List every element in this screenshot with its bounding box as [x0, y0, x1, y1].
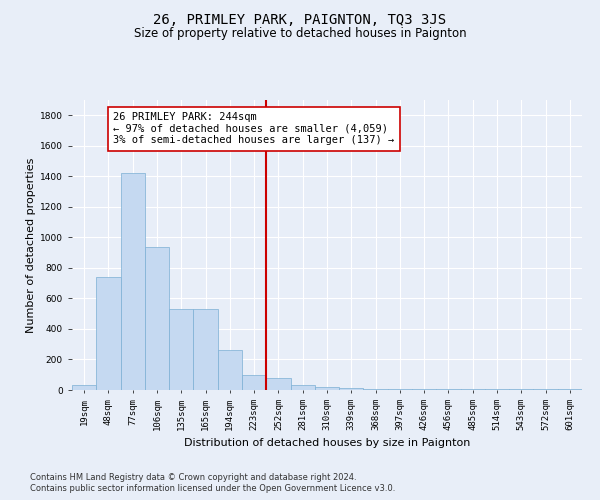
Text: 26 PRIMLEY PARK: 244sqm
← 97% of detached houses are smaller (4,059)
3% of semi-: 26 PRIMLEY PARK: 244sqm ← 97% of detache…	[113, 112, 395, 146]
Bar	[509, 389, 533, 390]
Bar	[242, 374, 266, 390]
Bar	[193, 309, 218, 390]
Bar	[72, 386, 96, 390]
Bar	[290, 384, 315, 390]
Bar	[145, 246, 169, 390]
Text: 26, PRIMLEY PARK, PAIGNTON, TQ3 3JS: 26, PRIMLEY PARK, PAIGNTON, TQ3 3JS	[154, 12, 446, 26]
Text: Distribution of detached houses by size in Paignton: Distribution of detached houses by size …	[184, 438, 470, 448]
Bar	[485, 389, 509, 390]
Bar	[558, 389, 582, 390]
Bar	[218, 350, 242, 390]
Bar	[96, 277, 121, 390]
Bar	[266, 378, 290, 390]
Bar	[315, 387, 339, 390]
Bar	[436, 389, 461, 390]
Bar	[339, 388, 364, 390]
Bar	[412, 389, 436, 390]
Bar	[461, 389, 485, 390]
Bar	[364, 389, 388, 390]
Text: Contains HM Land Registry data © Crown copyright and database right 2024.: Contains HM Land Registry data © Crown c…	[30, 472, 356, 482]
Text: Size of property relative to detached houses in Paignton: Size of property relative to detached ho…	[134, 28, 466, 40]
Bar	[169, 309, 193, 390]
Y-axis label: Number of detached properties: Number of detached properties	[26, 158, 36, 332]
Bar	[388, 389, 412, 390]
Bar	[121, 174, 145, 390]
Bar	[533, 389, 558, 390]
Text: Contains public sector information licensed under the Open Government Licence v3: Contains public sector information licen…	[30, 484, 395, 493]
